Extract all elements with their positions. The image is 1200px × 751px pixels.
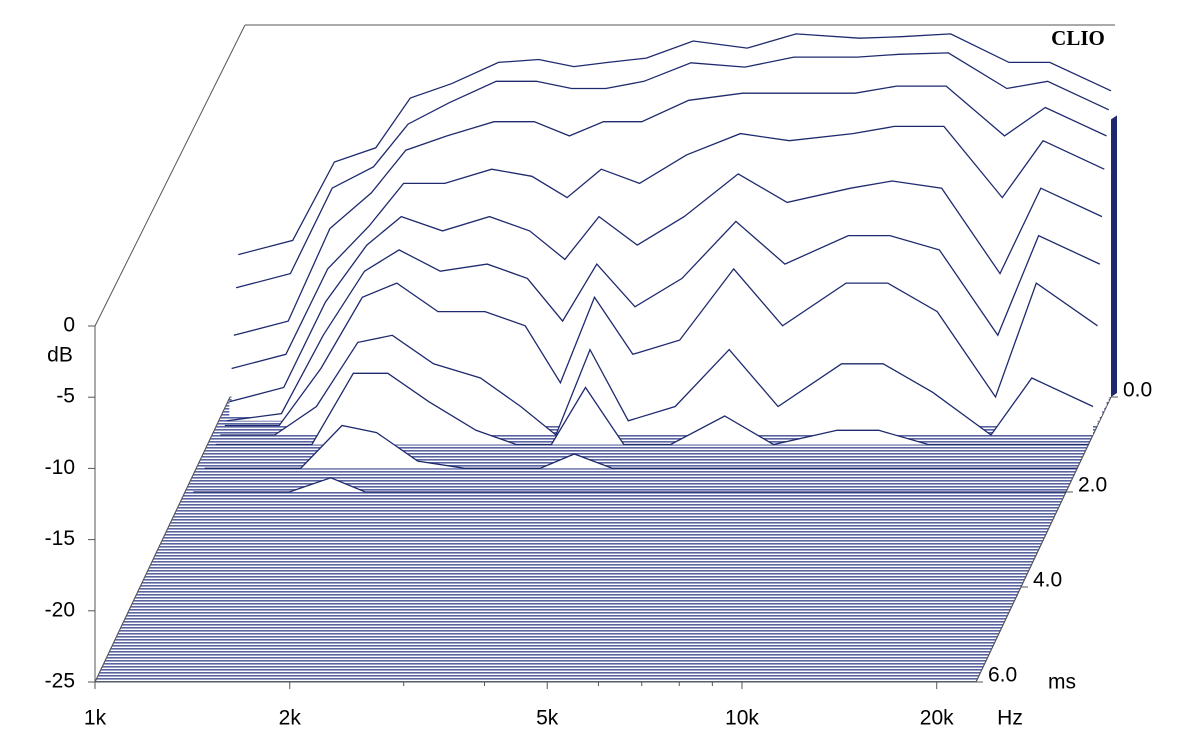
y-tick-label: 0 [63,314,75,337]
slice-line [229,173,1103,403]
slice-line [227,220,1101,422]
t-tick-label: 4.0 [1033,569,1062,592]
back-left-edge [94,24,246,327]
slice-line [220,334,1094,437]
y-tick-label: -20 [45,598,75,621]
right-wall [1111,115,1117,397]
y-tick-label: -15 [45,527,75,550]
x-tick-label: 1k [84,707,107,730]
t-tick-label: 0.0 [1123,379,1152,402]
floor-left-edge [94,396,231,683]
slice-line [238,33,1112,256]
x-unit-label: Hz [997,707,1023,730]
frame [94,24,1115,327]
slice-line [231,125,1105,370]
slice-line [215,372,1089,446]
x-tick-label: 2k [279,707,302,730]
slice-line [233,85,1107,336]
time-unit-label: ms [1048,671,1076,694]
y-axis-label: dB [47,344,73,367]
t-tick-label: 2.0 [1078,474,1107,497]
y-tick-label: -10 [45,456,75,479]
x-tick-label: 20k [920,707,954,730]
slice-line [224,267,1098,427]
y-tick-label: -5 [56,385,75,408]
y-tick-label: -25 [45,670,75,693]
x-tick-label: 10k [725,707,759,730]
x-tick-label: 5k [536,707,559,730]
slice-line [235,52,1110,289]
slice-fill [215,373,1089,445]
chart-title: CLIO [1051,26,1105,50]
slice-fill [204,425,1078,469]
t-tick-label: 6.0 [988,664,1017,687]
slice-line [193,477,1066,493]
slice-line [204,424,1078,469]
